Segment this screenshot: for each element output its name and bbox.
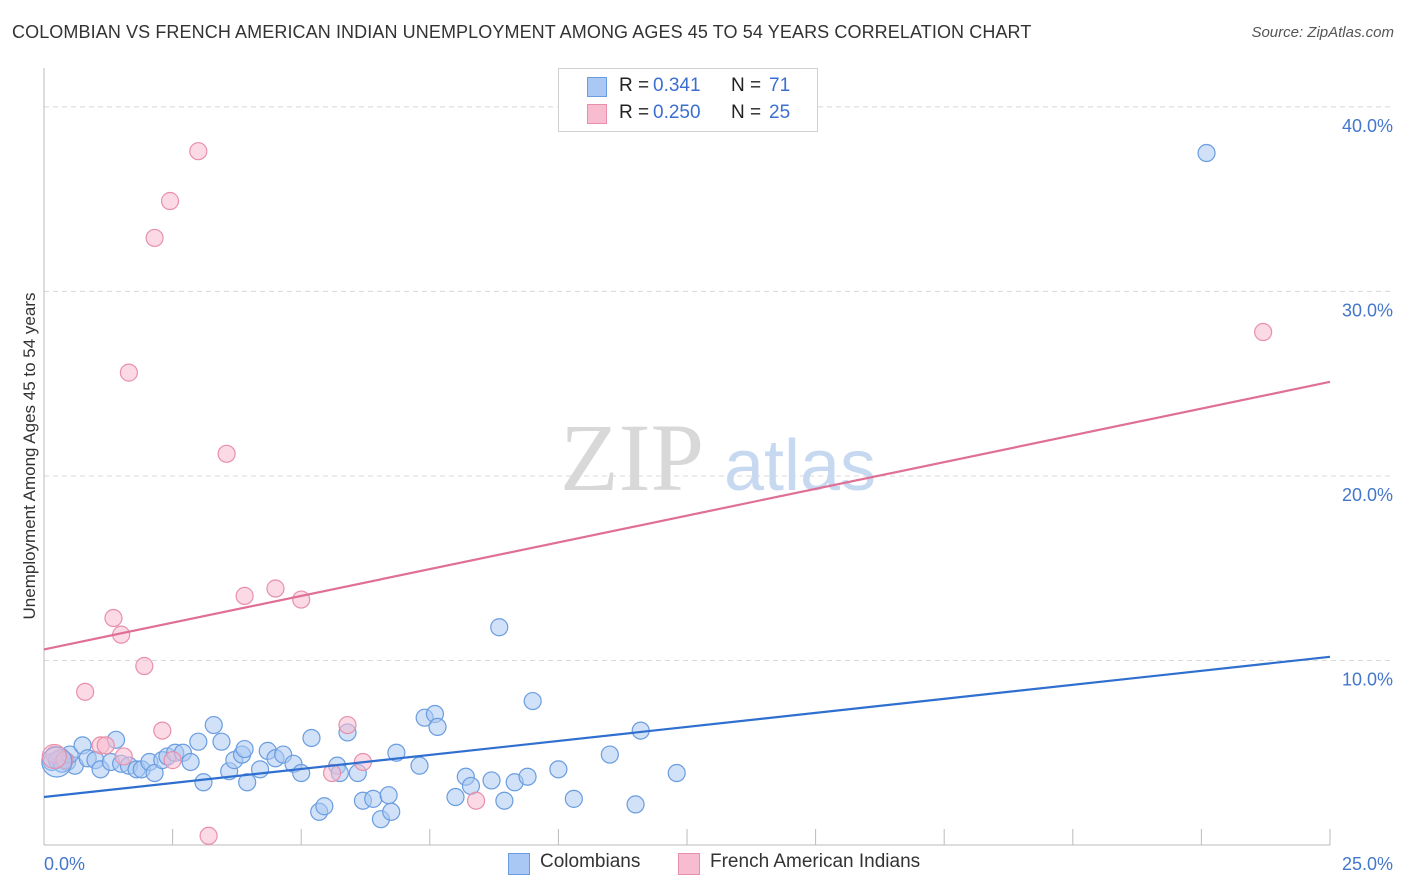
chart-source: Source: ZipAtlas.com <box>1251 24 1394 41</box>
legend-swatch-french-american-indians <box>587 104 607 124</box>
y-tick-label: 10.0% <box>1342 669 1393 689</box>
x-tick-label: 25.0% <box>1342 854 1393 874</box>
colombian-point <box>667 763 686 783</box>
french-american-indian-point <box>163 751 182 770</box>
colombian-point <box>315 797 334 816</box>
french-american-indian-point <box>235 586 254 605</box>
axes <box>43 68 1331 846</box>
colombian-point <box>302 728 321 748</box>
y-tick-label: 40.0% <box>1342 116 1393 136</box>
colombian-point <box>387 743 406 762</box>
french-american-indian-point <box>160 191 180 211</box>
legend-n-value: 25 <box>769 102 791 123</box>
french-american-indian-point <box>153 721 172 740</box>
colombian-point <box>250 760 270 779</box>
series-swatch-french-american-indians <box>678 853 700 875</box>
y-tick-label: 20.0% <box>1342 485 1393 505</box>
french-american-indian-point <box>55 751 74 770</box>
legend-r-value: 0.341 <box>653 75 701 96</box>
legend-n-label: N = <box>731 75 762 96</box>
french-american-indians-trend-line <box>43 380 1331 651</box>
legend-r-value: 0.250 <box>653 102 701 123</box>
french-american-indian-point <box>135 656 154 676</box>
french-american-indian-point <box>217 444 236 463</box>
colombian-point <box>410 756 429 775</box>
legend-r-label: R = <box>619 102 650 123</box>
french-american-indian-point <box>96 736 115 755</box>
colombian-point <box>181 752 200 772</box>
colombian-cluster-point <box>41 746 73 778</box>
x-tick-label: 0.0% <box>44 854 85 874</box>
grid <box>44 106 1392 661</box>
tick-labels: 10.0% 20.0% 30.0% 40.0% 0.0% 25.0% <box>44 116 1393 874</box>
colombian-point <box>428 717 447 737</box>
colombian-point <box>523 691 542 711</box>
colombian-point <box>212 732 231 751</box>
legend-n-value: 71 <box>769 75 791 96</box>
french-american-indian-point <box>266 579 285 598</box>
french-american-indian-point <box>76 682 95 701</box>
trend-lines <box>43 380 1331 799</box>
watermark-atlas: atlas <box>724 426 876 506</box>
french-american-indian-point <box>1254 322 1273 342</box>
french-american-indian-point <box>466 791 486 810</box>
colombian-point <box>626 795 645 814</box>
chart-title: COLOMBIAN VS FRENCH AMERICAN INDIAN UNEM… <box>12 22 1032 42</box>
french-american-indian-point <box>145 228 164 248</box>
legend-n-label: N = <box>731 102 762 123</box>
legend-swatch-colombians <box>587 77 607 97</box>
french-american-indian-point <box>199 826 218 845</box>
colombian-point <box>446 787 465 807</box>
series-swatch-colombians <box>508 853 530 875</box>
colombian-point <box>495 791 514 810</box>
french-american-indian-point <box>119 363 138 382</box>
correlation-legend: R = 0.341 N = 71 R = 0.250 N = 25 <box>558 68 818 132</box>
colombian-point <box>204 715 223 735</box>
data-points <box>41 142 1273 845</box>
french-american-indian-point <box>104 608 123 628</box>
colombian-point <box>490 618 509 637</box>
colombian-point <box>189 732 208 751</box>
colombian-point <box>379 786 398 805</box>
colombian-point <box>482 771 501 790</box>
colombian-point <box>364 789 383 808</box>
colombian-point <box>564 789 583 808</box>
colombians-trend-line <box>43 655 1331 799</box>
colombian-point <box>382 802 401 821</box>
french-american-indian-point <box>338 715 357 735</box>
colombian-point <box>292 763 311 783</box>
french-american-indian-cluster-point <box>41 743 67 770</box>
french-american-indian-point <box>189 142 208 161</box>
colombian-point <box>235 739 254 759</box>
colombian-point <box>1197 143 1216 163</box>
y-tick-label: 30.0% <box>1342 300 1393 320</box>
watermark: ZIP atlas <box>560 404 876 511</box>
french-american-indian-point <box>114 747 133 766</box>
colombian-point <box>194 773 213 792</box>
colombian-point <box>549 760 568 779</box>
colombian-point <box>518 767 537 786</box>
legend-r-label: R = <box>619 75 650 96</box>
watermark-zip: ZIP <box>560 404 704 511</box>
series-label-colombians: Colombians <box>540 851 641 872</box>
colombian-point <box>600 745 619 764</box>
series-label-french-american-indians: French American Indians <box>710 851 921 872</box>
